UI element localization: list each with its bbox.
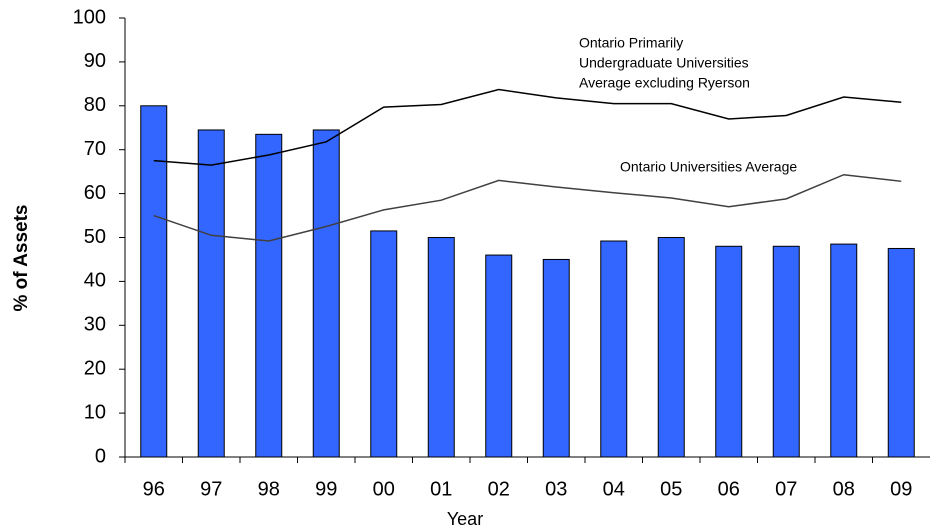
y-axis-label: % of Assets [11, 205, 32, 312]
y-tick-label: 0 [95, 445, 106, 467]
x-tick-label: 03 [545, 478, 567, 500]
bar [542, 258, 570, 458]
x-tick-label: 99 [315, 478, 337, 500]
bar [830, 243, 858, 458]
x-tick-label: 04 [603, 478, 625, 500]
y-tick-label: 60 [84, 182, 106, 204]
bar [887, 247, 915, 458]
bar [197, 129, 225, 458]
bar [370, 230, 398, 458]
x-axis-label: Year [447, 509, 483, 529]
x-tick-label: 96 [143, 478, 165, 500]
x-tick-label: 98 [258, 478, 280, 500]
line-series [153, 88, 902, 166]
annotation: Average excluding Ryerson [579, 75, 750, 91]
x-tick-label: 07 [775, 478, 797, 500]
y-tick-label: 40 [84, 270, 106, 292]
bar [140, 105, 168, 458]
bar [485, 254, 513, 458]
x-tick-label: 09 [890, 478, 912, 500]
y-tick-label: 80 [84, 94, 106, 116]
y-tick-label: 30 [84, 314, 106, 336]
x-tick-label: 02 [488, 478, 510, 500]
annotation: Ontario Universities Average [620, 159, 797, 175]
bar [312, 129, 340, 458]
bar [715, 245, 743, 458]
line-series [153, 173, 902, 242]
x-tick-label: 00 [373, 478, 395, 500]
bar [657, 237, 685, 458]
annotation: Undergraduate Universities [579, 55, 749, 71]
bar [600, 240, 628, 458]
y-tick-label: 70 [84, 138, 106, 160]
y-tick-label: 50 [84, 226, 106, 248]
x-tick-label: 97 [200, 478, 222, 500]
y-tick-label: 20 [84, 357, 106, 379]
bar [427, 237, 455, 458]
y-tick-label: 10 [84, 401, 106, 423]
y-tick-label: 100 [73, 6, 106, 28]
bar [772, 245, 800, 458]
x-tick-label: 06 [718, 478, 740, 500]
y-tick-label: 90 [84, 50, 106, 72]
bar [255, 133, 283, 458]
x-tick-label: 01 [430, 478, 452, 500]
x-tick-label: 05 [660, 478, 682, 500]
x-tick-label: 08 [833, 478, 855, 500]
annotation: Ontario Primarily [579, 35, 683, 51]
